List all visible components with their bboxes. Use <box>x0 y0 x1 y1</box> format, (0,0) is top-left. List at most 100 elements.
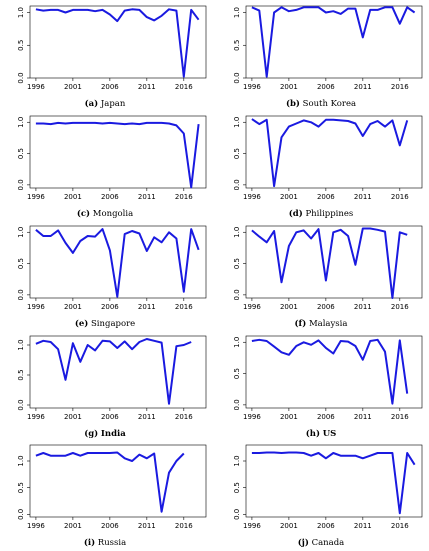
y-tick-label: 0.0 <box>17 72 25 83</box>
caption-tag: (d) <box>289 209 303 219</box>
x-tick-label: 1996 <box>243 83 261 91</box>
series-line <box>252 340 407 404</box>
x-tick-label: 2006 <box>317 303 335 311</box>
y-tick-label: 1.0 <box>17 227 25 238</box>
caption-country: Canada <box>312 538 345 548</box>
y-tick-label: 0.0 <box>17 179 25 190</box>
caption-country: US <box>323 429 337 439</box>
series-line <box>252 453 415 514</box>
x-tick-label: 2001 <box>64 522 82 530</box>
x-tick-label: 1996 <box>243 522 261 530</box>
y-tick-label: 0.0 <box>233 509 241 520</box>
chart-caption: (j) Canada <box>216 537 426 549</box>
y-tick-label: 1.0 <box>233 337 241 348</box>
x-tick-label: 2001 <box>64 413 82 421</box>
x-tick-label: 2006 <box>101 83 119 91</box>
chart-caption: (e) Singapore <box>0 318 210 330</box>
caption-country: Mongolia <box>93 209 133 219</box>
x-tick-label: 2016 <box>391 413 409 421</box>
x-tick-label: 2011 <box>354 193 372 201</box>
x-tick-label: 2001 <box>280 522 298 530</box>
series-line <box>36 453 184 512</box>
caption-tag: (j) <box>298 538 309 548</box>
x-tick-label: 1996 <box>243 303 261 311</box>
caption-tag: (h) <box>306 429 320 439</box>
x-tick-label: 2016 <box>175 303 193 311</box>
y-tick-label: 0.0 <box>233 179 241 190</box>
x-tick-label: 2001 <box>280 193 298 201</box>
caption-country: South Korea <box>303 99 356 109</box>
x-tick-label: 2016 <box>175 413 193 421</box>
caption-country: Malaysia <box>309 319 348 329</box>
y-tick-label: 0.5 <box>233 368 241 379</box>
x-tick-label: 2011 <box>138 193 156 201</box>
x-tick-label: 2016 <box>175 193 193 201</box>
caption-country: Japan <box>101 99 125 109</box>
x-tick-label: 2011 <box>138 83 156 91</box>
series-line <box>252 119 407 186</box>
x-tick-label: 2006 <box>101 413 119 421</box>
y-tick-label: 0.5 <box>233 40 241 51</box>
x-tick-label: 2006 <box>317 413 335 421</box>
x-tick-label: 2001 <box>64 193 82 201</box>
series-line <box>252 229 407 299</box>
chart-caption: (i) Russia <box>0 537 210 549</box>
x-tick-label: 1996 <box>27 522 45 530</box>
x-tick-label: 2011 <box>354 413 372 421</box>
series-line <box>36 9 199 76</box>
chart-caption: (c) Mongolia <box>0 208 210 220</box>
x-tick-label: 1996 <box>27 83 45 91</box>
x-tick-label: 2011 <box>138 303 156 311</box>
y-tick-label: 0.0 <box>233 289 241 300</box>
x-tick-label: 1996 <box>27 303 45 311</box>
x-tick-label: 2001 <box>64 83 82 91</box>
caption-tag: (b) <box>286 99 300 109</box>
caption-tag: (i) <box>84 538 95 548</box>
x-tick-label: 2011 <box>354 83 372 91</box>
x-tick-label: 2011 <box>354 303 372 311</box>
chart-caption: (f) Malaysia <box>216 318 426 330</box>
x-tick-label: 2016 <box>391 193 409 201</box>
chart-caption: (h) US <box>216 428 426 440</box>
y-tick-label: 1.0 <box>233 227 241 238</box>
y-tick-label: 0.0 <box>17 289 25 300</box>
caption-tag: (a) <box>85 99 99 109</box>
chart-caption: (d) Philippines <box>216 208 426 220</box>
x-tick-label: 2016 <box>175 83 193 91</box>
x-tick-label: 2006 <box>317 83 335 91</box>
chart-caption: (a) Japan <box>0 98 210 110</box>
y-tick-label: 0.5 <box>17 369 25 380</box>
x-tick-label: 1996 <box>243 193 261 201</box>
caption-tag: (c) <box>77 209 90 219</box>
x-tick-label: 2011 <box>138 522 156 530</box>
caption-country: Russia <box>98 538 126 548</box>
y-tick-label: 0.5 <box>233 148 241 159</box>
x-tick-label: 2001 <box>280 303 298 311</box>
x-tick-label: 2011 <box>138 413 156 421</box>
x-tick-label: 1996 <box>27 193 45 201</box>
y-tick-label: 1.0 <box>233 7 241 18</box>
y-tick-label: 0.0 <box>17 399 25 410</box>
y-tick-label: 1.0 <box>233 117 241 128</box>
x-tick-label: 2001 <box>64 303 82 311</box>
y-tick-label: 1.0 <box>233 455 241 466</box>
x-tick-label: 2006 <box>317 522 335 530</box>
x-tick-label: 2006 <box>101 303 119 311</box>
x-tick-label: 2006 <box>101 193 119 201</box>
x-tick-label: 2016 <box>391 303 409 311</box>
y-tick-label: 0.5 <box>17 148 25 159</box>
x-tick-label: 2011 <box>354 522 372 530</box>
y-tick-label: 1.0 <box>17 339 25 350</box>
